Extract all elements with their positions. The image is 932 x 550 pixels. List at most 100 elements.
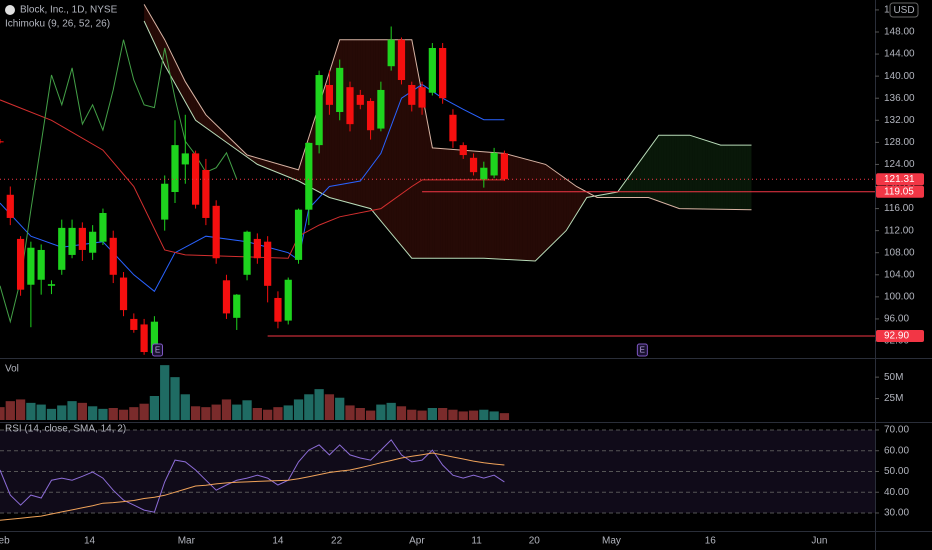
cloud <box>532 160 536 261</box>
cloud <box>288 166 291 178</box>
chart-title: Block, Inc., 1D, NYSE <box>20 5 118 16</box>
cloud <box>401 39 405 249</box>
x-tick-label: Mar <box>178 536 196 547</box>
candle-body <box>500 153 509 180</box>
cloud <box>743 145 747 210</box>
indicator-label: Ichimoku (9, 26, 52, 26) <box>5 19 110 30</box>
cloud <box>149 13 152 38</box>
cloud <box>633 167 636 198</box>
cloud <box>527 159 531 261</box>
cloud <box>671 135 675 207</box>
candle-body <box>449 114 457 142</box>
volume-bar <box>263 409 273 420</box>
volume-bar <box>211 404 221 420</box>
volume-bar <box>242 400 252 420</box>
cloud <box>625 177 628 198</box>
rsi-line <box>0 439 505 513</box>
volume-pane <box>0 365 510 420</box>
y-tick-label: 30.00 <box>884 508 909 519</box>
cloud <box>216 124 219 137</box>
cloud <box>380 39 384 225</box>
y-tick-label: 108.00 <box>884 247 915 258</box>
candle-body <box>469 157 478 173</box>
volume-bar <box>36 404 46 420</box>
cloud <box>437 148 441 259</box>
candle-body <box>16 238 25 290</box>
cloud <box>689 135 693 209</box>
cloud <box>653 138 657 201</box>
logo <box>5 5 15 15</box>
cloud <box>388 39 392 234</box>
x-tick-label: May <box>602 536 621 547</box>
volume-bar <box>273 407 283 420</box>
cloud <box>357 39 361 206</box>
cloud <box>723 145 726 210</box>
cloud <box>478 151 482 259</box>
currency-box <box>889 2 919 18</box>
volume-bar <box>170 377 180 420</box>
cloud <box>568 180 572 227</box>
cloud <box>205 114 209 130</box>
y-tick-label: 50M <box>884 372 903 383</box>
cloud <box>697 137 700 209</box>
cloud <box>172 55 175 84</box>
y-tick-label: 132.00 <box>884 115 915 126</box>
candle-body <box>202 169 210 218</box>
cloud <box>581 189 585 206</box>
candle-body <box>346 87 354 125</box>
cloud <box>463 150 466 259</box>
cloud <box>156 26 160 55</box>
volume-bar <box>448 409 458 420</box>
volume-bar <box>458 411 468 420</box>
cloud <box>259 158 263 167</box>
cloud <box>208 117 212 132</box>
cloud <box>651 142 654 200</box>
candle-body <box>264 241 272 286</box>
cloud <box>694 136 698 209</box>
cloud <box>211 119 214 134</box>
volume-bar <box>407 409 417 420</box>
cloud <box>555 171 559 241</box>
y-tick-label: 144.00 <box>884 49 915 60</box>
cloud <box>728 145 731 210</box>
cloud <box>285 166 289 177</box>
candle-body <box>212 205 220 259</box>
cloud <box>455 149 459 259</box>
candle-body <box>315 75 323 146</box>
cloud <box>622 181 626 198</box>
candle-body <box>109 237 117 275</box>
volume-bar <box>427 408 437 420</box>
cloud <box>182 76 186 102</box>
cloud <box>579 187 582 210</box>
cloud <box>355 39 358 206</box>
cloud <box>257 158 260 166</box>
cloud <box>422 93 425 259</box>
cloud <box>738 145 742 210</box>
candle-body <box>336 67 344 113</box>
cloud <box>517 156 520 261</box>
cloud <box>460 150 464 259</box>
price-pane <box>0 4 875 356</box>
cloud <box>604 193 608 198</box>
cloud <box>221 129 224 141</box>
candle-body <box>161 183 169 220</box>
indicator-line <box>0 39 238 324</box>
cloud <box>712 142 716 210</box>
event-marker <box>636 343 648 357</box>
cloud <box>563 177 567 234</box>
cloud <box>733 145 737 210</box>
cloud <box>342 39 345 202</box>
candle-body <box>47 284 56 286</box>
cloud <box>615 192 618 198</box>
cloud <box>427 120 430 259</box>
cloud <box>419 80 423 259</box>
y-tick-label: 140.00 <box>884 71 915 82</box>
cloud <box>473 151 477 259</box>
x-tick-label: 14 <box>84 536 96 547</box>
cloud <box>720 145 724 210</box>
cloud <box>535 161 538 261</box>
cloud <box>525 158 528 261</box>
candle-body <box>150 321 159 354</box>
candle-body <box>397 39 406 81</box>
